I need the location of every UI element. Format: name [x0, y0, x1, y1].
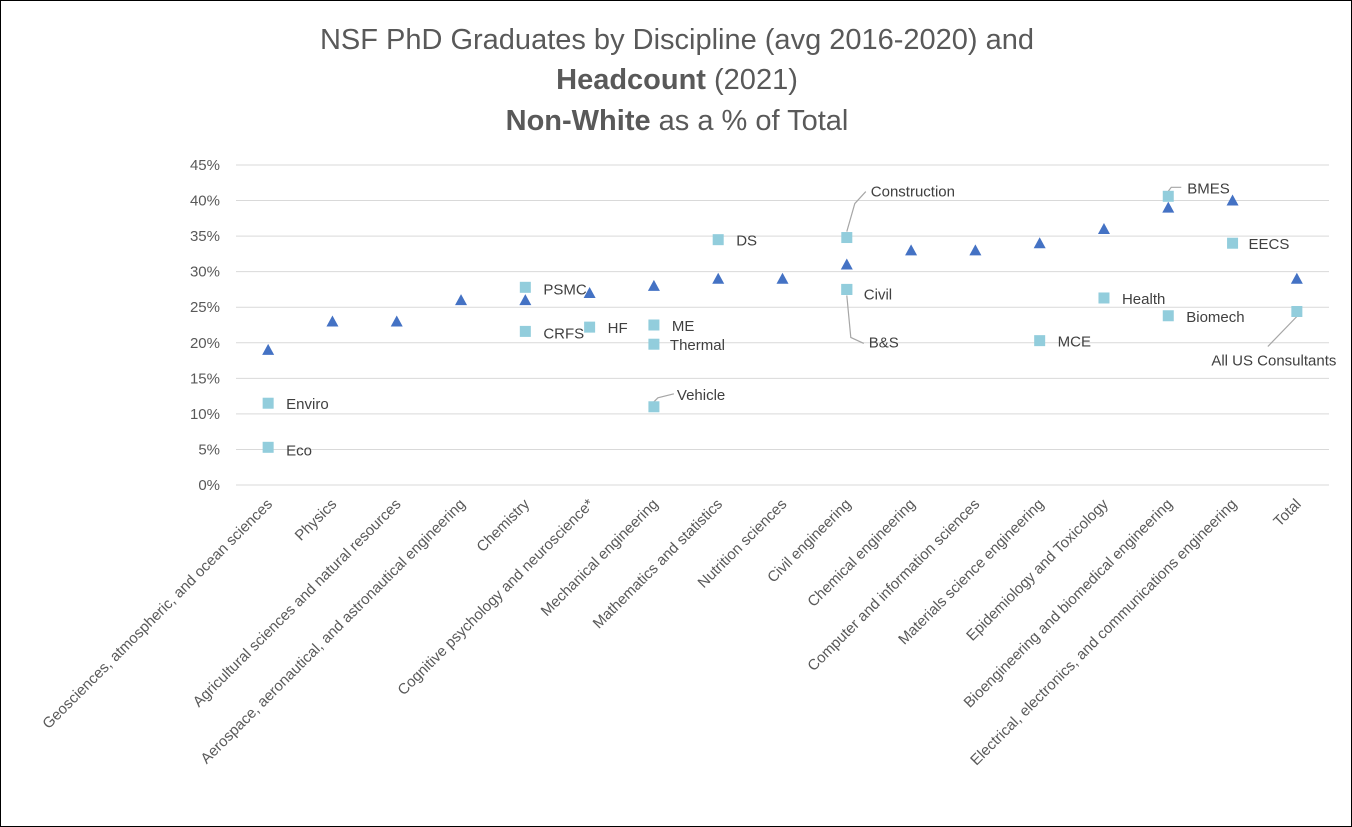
triangle-point	[390, 315, 403, 327]
leader-line	[846, 191, 867, 232]
triangle-point	[776, 272, 789, 284]
y-axis-ticks: 0% 5% 10% 15% 20% 25% 30% 35% 40% 45%	[190, 157, 220, 494]
square-point	[841, 283, 853, 295]
chart-title-line: Non-White as a % of Total	[506, 105, 849, 137]
data-label: EECS	[1249, 236, 1290, 253]
y-tick-label: 20%	[190, 335, 220, 352]
triangle-point	[326, 315, 339, 327]
square-point	[841, 232, 853, 244]
y-tick-label: 30%	[190, 264, 220, 281]
triangle-point	[1226, 194, 1239, 206]
triangle-point	[262, 343, 275, 355]
data-label: Enviro	[286, 396, 329, 413]
data-label: B&S	[869, 334, 899, 351]
triangle-point	[712, 272, 725, 284]
triangle-point	[1097, 223, 1110, 234]
triangle-point	[455, 294, 468, 306]
square-point	[648, 338, 660, 350]
series-triangles	[262, 194, 1303, 355]
chart-title: NSF PhD Graduates by Discipline (avg 201…	[320, 24, 1034, 137]
square-point	[1291, 305, 1303, 317]
square-point	[648, 319, 660, 331]
y-tick-label: 0%	[198, 477, 220, 494]
series-squares	[262, 190, 1303, 453]
y-tick-label: 25%	[190, 299, 220, 316]
data-label: Construction	[871, 184, 955, 201]
x-category-label: Chemistry	[473, 495, 533, 555]
leader-lines	[653, 186, 1298, 403]
square-point	[1162, 190, 1174, 202]
x-category-label: Total	[1270, 496, 1304, 530]
leader-line	[846, 295, 865, 344]
data-label: Health	[1122, 291, 1165, 308]
data-label: HF	[608, 320, 628, 337]
data-label: Thermal	[670, 337, 725, 354]
data-label: CRFS	[543, 325, 584, 342]
triangle-point	[647, 279, 660, 291]
x-category-label: Mathematics and statistics	[590, 496, 726, 632]
x-category-label: Chemical engineering	[804, 496, 919, 611]
x-axis-categories: Geosciences, atmospheric, and ocean scie…	[39, 495, 1304, 769]
square-point	[584, 321, 596, 333]
triangle-point	[1290, 272, 1303, 284]
triangle-point	[905, 244, 918, 256]
triangle-point	[583, 287, 596, 298]
triangle-point	[969, 244, 982, 256]
square-point	[648, 401, 660, 413]
data-label: Biomech	[1186, 309, 1244, 326]
square-point	[712, 234, 724, 246]
gridlines	[236, 164, 1329, 486]
square-point	[1162, 310, 1174, 322]
square-point	[1034, 335, 1046, 347]
data-label: DS	[736, 233, 757, 250]
square-point	[262, 441, 274, 453]
leader-line	[653, 393, 675, 403]
x-category-label: Physics	[292, 496, 341, 545]
leader-line	[1267, 316, 1298, 347]
y-tick-label: 10%	[190, 406, 220, 423]
triangle-point	[1033, 237, 1046, 249]
data-label: PSMC	[543, 281, 587, 298]
data-label: Eco	[286, 442, 312, 459]
square-point	[262, 397, 274, 409]
triangle-point	[840, 258, 853, 270]
data-label: ME	[672, 318, 695, 335]
y-tick-label: 5%	[198, 441, 220, 458]
leader-line	[1167, 186, 1182, 192]
data-labels: Enviro Eco PSMC CRFS HF ME Thermal Vehicle DS Con…	[286, 180, 1336, 459]
data-label: All US Consultants	[1211, 352, 1336, 369]
triangle-point	[519, 294, 532, 306]
x-category-label: Geosciences, atmospheric, and ocean scie…	[39, 496, 276, 733]
square-point	[519, 325, 531, 337]
y-tick-label: 15%	[190, 370, 220, 387]
y-tick-label: 40%	[190, 193, 220, 210]
data-label: MCE	[1058, 334, 1091, 351]
x-category-label: Mechanical engineering	[538, 496, 662, 620]
data-label: Civil	[864, 286, 892, 303]
y-tick-label: 45%	[190, 157, 220, 174]
chart-title-line: Headcount (2021)	[556, 64, 798, 96]
data-label: Vehicle	[677, 387, 725, 404]
square-point	[1227, 237, 1239, 249]
square-point	[1098, 292, 1110, 304]
triangle-point	[1162, 201, 1175, 213]
chart-title-line: NSF PhD Graduates by Discipline (avg 201…	[320, 24, 1034, 56]
data-label: BMES	[1187, 180, 1230, 197]
square-point	[519, 281, 531, 293]
y-tick-label: 35%	[190, 228, 220, 245]
